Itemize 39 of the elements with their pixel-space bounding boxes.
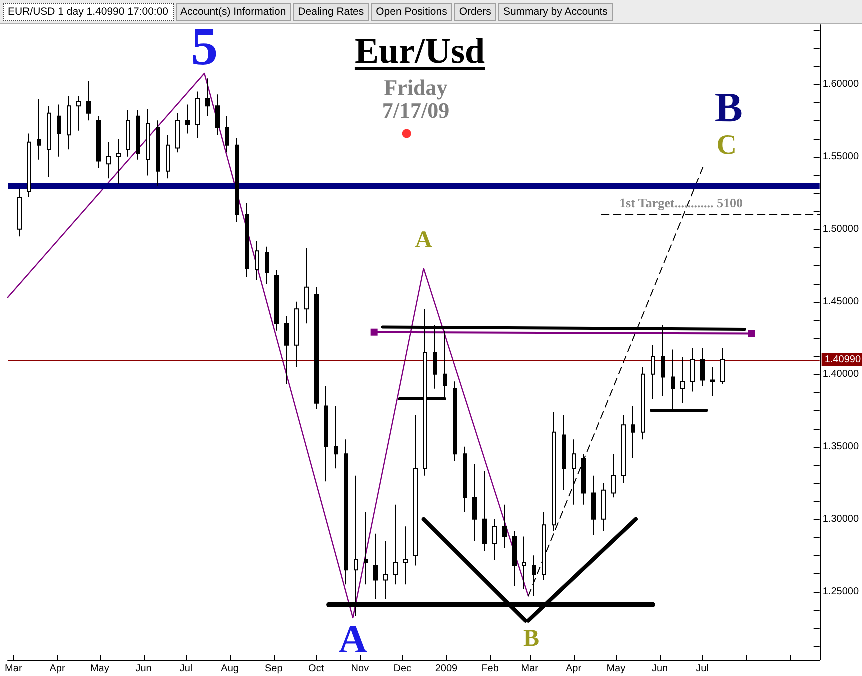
ref-line-label: 1.40990 (824, 354, 862, 366)
text: Account(s) Information (176, 3, 292, 21)
text: Friday 7/17/09 (381, 75, 451, 123)
x-tick-label: Jul (696, 664, 709, 674)
y-tick-label: 1.55000 (822, 151, 860, 162)
annotation: B (523, 626, 540, 652)
x-tick-label: Mar (521, 664, 540, 674)
y-tick-label: 1.40000 (822, 368, 860, 380)
y-tick-label: 1.60000 (822, 78, 860, 90)
y-tick-label: 1.35000 (822, 441, 860, 452)
annotation: A (415, 228, 434, 254)
text: Dealing Rates (293, 3, 370, 21)
x-tick-label: Jul (180, 664, 193, 674)
x-tick-label: Jun (652, 664, 668, 674)
y-tick-label: 1.30000 (822, 514, 860, 525)
x-tick-label: Dec (394, 664, 412, 674)
x-tick-label: Nov (351, 664, 370, 674)
x-tick-label: 2009 (435, 664, 458, 674)
x-tick-label: Oct (308, 664, 324, 674)
text: Summary by Accounts (498, 3, 613, 21)
x-tick-label: May (606, 664, 626, 674)
x-tick-label: May (90, 664, 110, 674)
annotation: A (338, 616, 368, 662)
annotation: C (716, 130, 737, 162)
chart-title: Eur/Usd (354, 30, 486, 73)
text: Orders (454, 3, 496, 21)
x-tick-label: Apr (566, 664, 582, 674)
x-tick-label: Feb (482, 664, 500, 674)
x-tick-label: Apr (50, 664, 66, 674)
y-tick-label: 1.50000 (822, 224, 860, 235)
x-tick-label: Aug (221, 664, 239, 674)
text: EUR/USD 1 day 1.40990 17:00:00 (3, 3, 174, 21)
y-tick-label: 1.45000 (822, 296, 860, 308)
x-tick-label: Sep (265, 664, 284, 674)
annotation: B (714, 86, 743, 132)
y-tick-label: 1.25000 (822, 586, 860, 598)
x-tick-label: Mar (5, 664, 23, 674)
x-tick-label: Jun (136, 664, 152, 674)
text: Open Positions (371, 3, 452, 21)
